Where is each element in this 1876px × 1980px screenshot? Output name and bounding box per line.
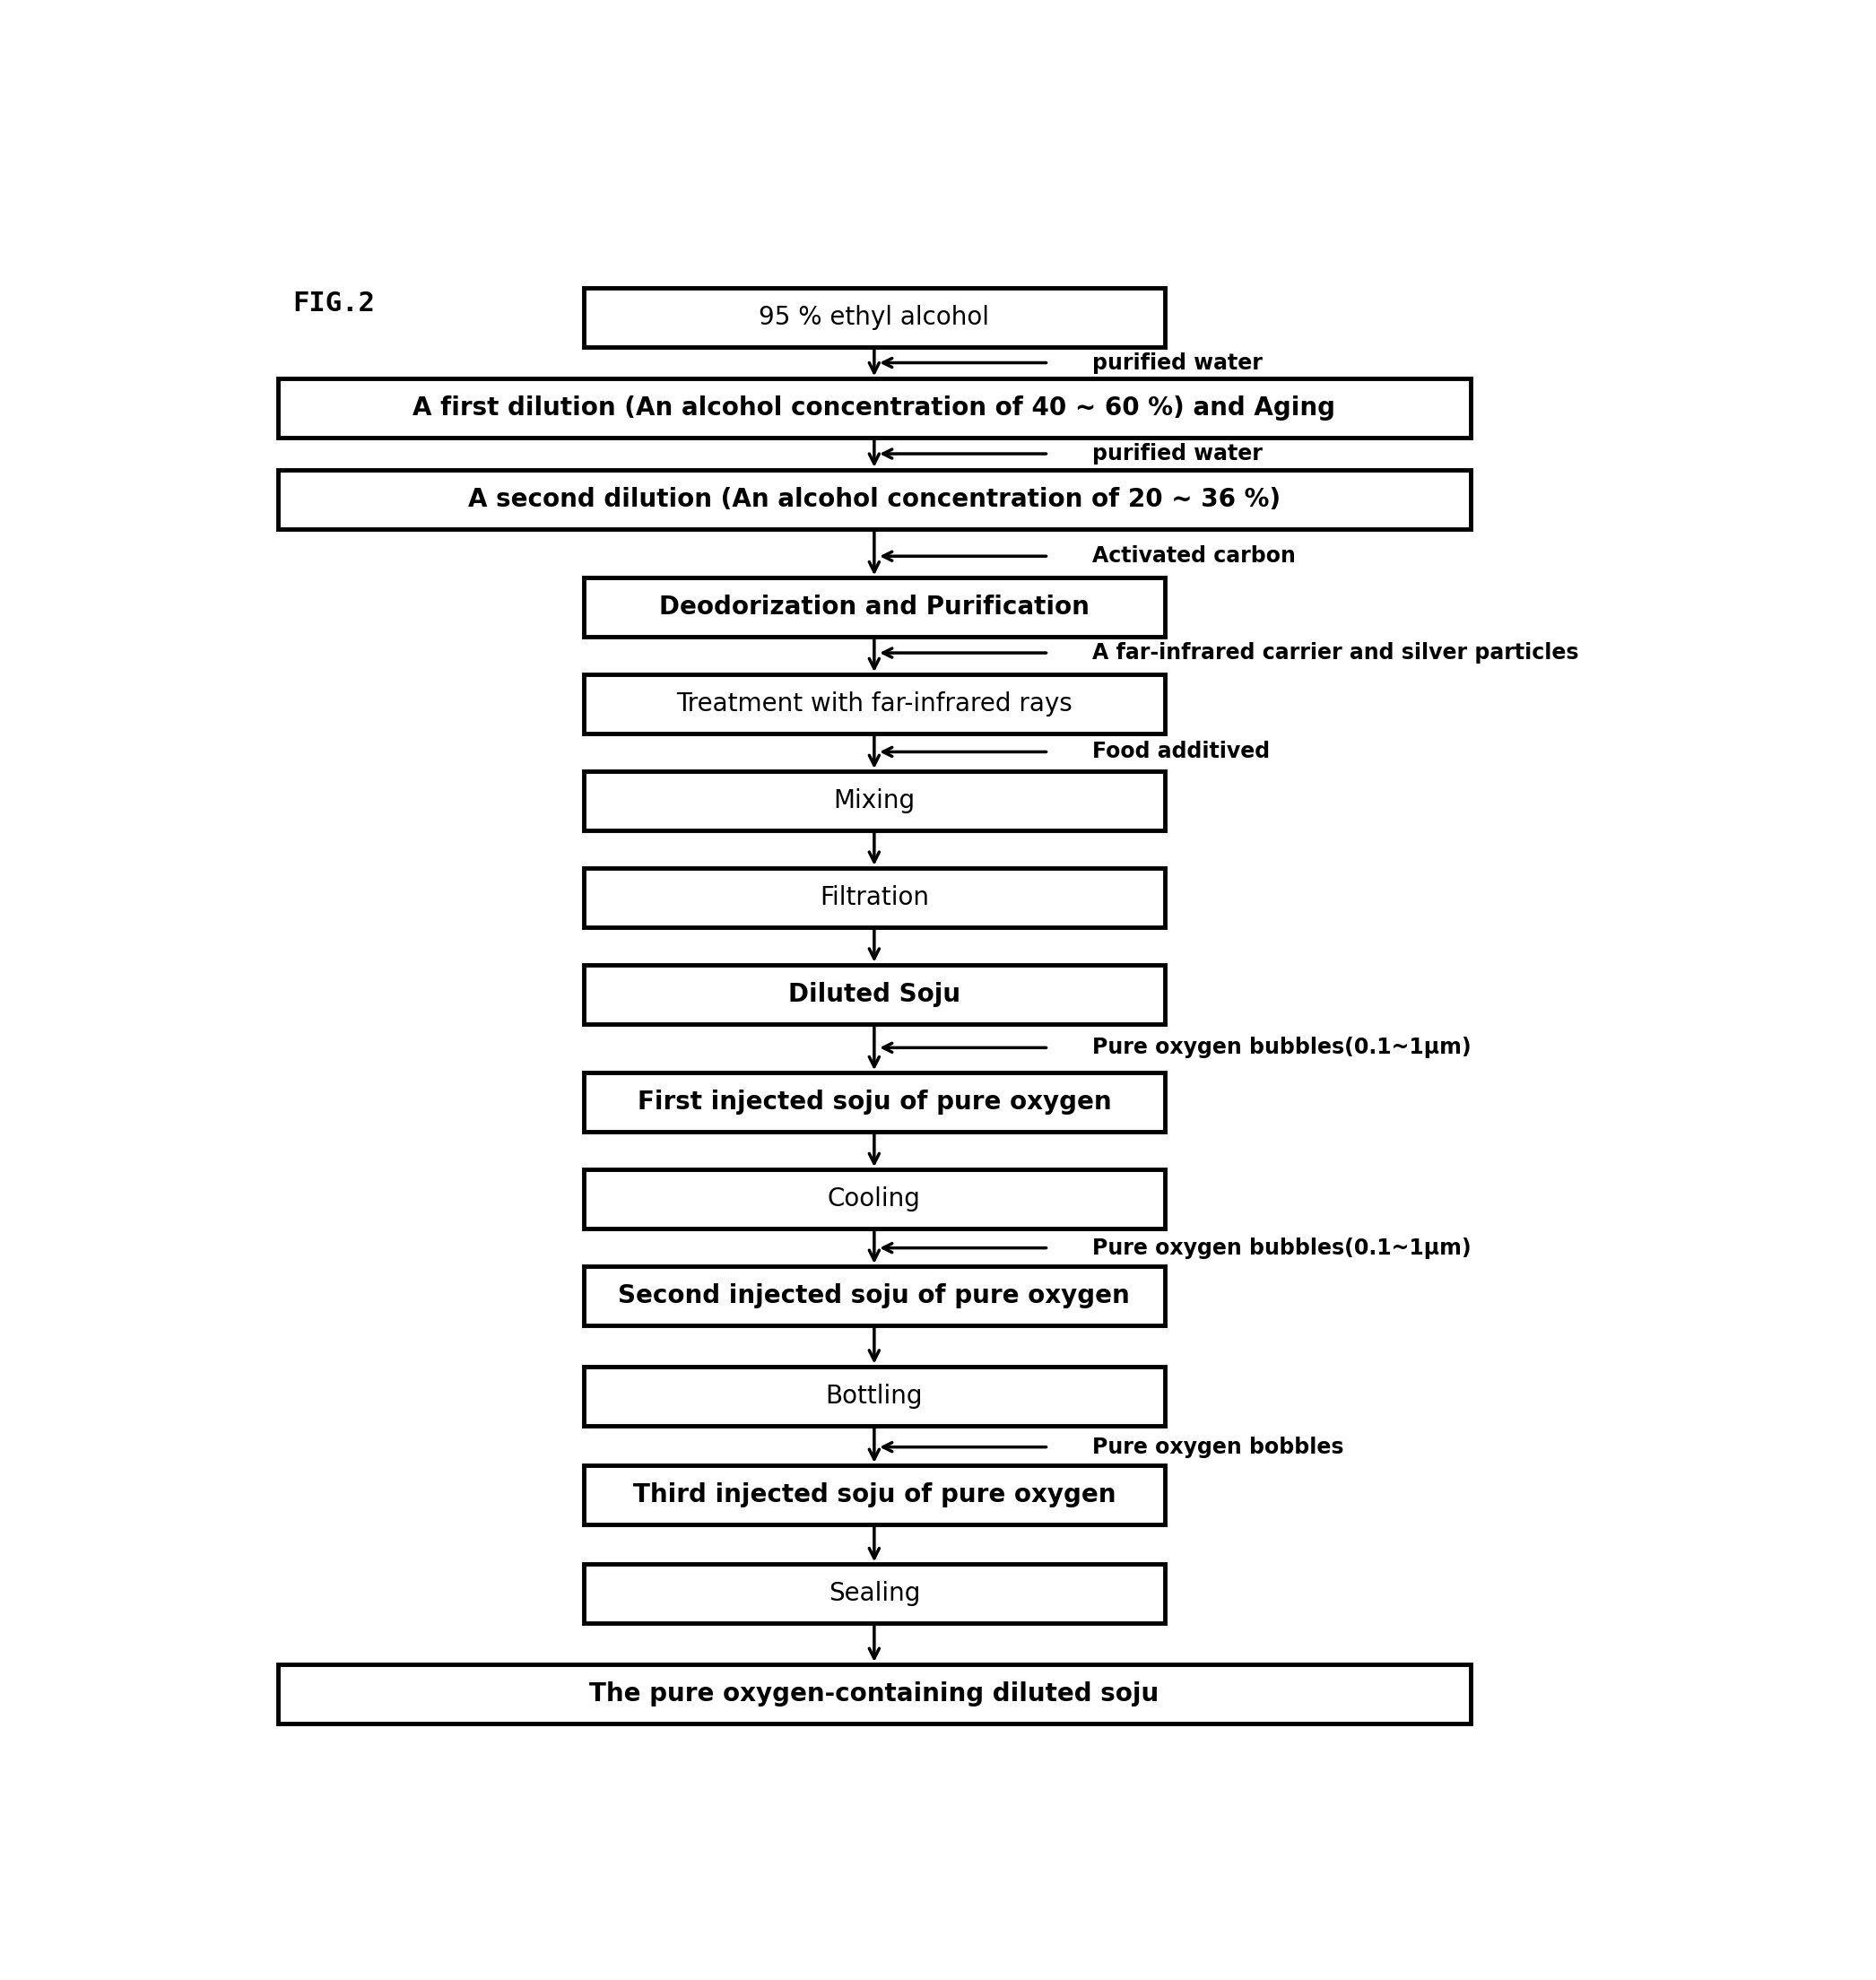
Text: Mixing: Mixing: [833, 788, 915, 814]
Text: Pure oxygen bubbles(0.1~1μm): Pure oxygen bubbles(0.1~1μm): [1092, 1238, 1471, 1259]
Bar: [583, 1073, 1165, 1133]
Bar: [278, 378, 1471, 438]
Bar: [583, 675, 1165, 735]
Text: purified water: purified water: [1092, 444, 1263, 465]
Text: Treatment with far-infrared rays: Treatment with far-infrared rays: [675, 691, 1073, 717]
Text: Cooling: Cooling: [827, 1186, 921, 1212]
Text: Second injected soju of pure oxygen: Second injected soju of pure oxygen: [619, 1283, 1129, 1309]
Text: Pure oxygen bobbles: Pure oxygen bobbles: [1092, 1436, 1343, 1457]
Text: Deodorization and Purification: Deodorization and Purification: [658, 594, 1090, 620]
Text: purified water: purified water: [1092, 352, 1263, 374]
Bar: [583, 287, 1165, 346]
Text: The pure oxygen-containing diluted soju: The pure oxygen-containing diluted soju: [589, 1681, 1159, 1707]
Bar: [583, 1265, 1165, 1325]
Bar: [278, 469, 1471, 529]
Text: First injected soju of pure oxygen: First injected soju of pure oxygen: [638, 1089, 1111, 1115]
Bar: [583, 1564, 1165, 1624]
Text: FIG.2: FIG.2: [293, 291, 375, 317]
Text: Third injected soju of pure oxygen: Third injected soju of pure oxygen: [632, 1483, 1116, 1507]
Bar: [583, 1366, 1165, 1426]
Bar: [583, 1170, 1165, 1228]
Bar: [278, 1665, 1471, 1723]
Text: Pure oxygen bubbles(0.1~1μm): Pure oxygen bubbles(0.1~1μm): [1092, 1038, 1471, 1059]
Text: Diluted Soju: Diluted Soju: [788, 982, 961, 1006]
Text: Sealing: Sealing: [829, 1582, 919, 1606]
Bar: [583, 964, 1165, 1024]
Text: A far-infrared carrier and silver particles: A far-infrared carrier and silver partic…: [1092, 642, 1580, 663]
Text: 95 % ethyl alcohol: 95 % ethyl alcohol: [760, 305, 989, 331]
Text: Bottling: Bottling: [825, 1384, 923, 1408]
Text: A first dilution (An alcohol concentration of 40 ~ 60 %) and Aging: A first dilution (An alcohol concentrati…: [413, 396, 1336, 422]
Text: A second dilution (An alcohol concentration of 20 ~ 36 %): A second dilution (An alcohol concentrat…: [467, 487, 1281, 513]
Bar: [583, 578, 1165, 638]
Text: Filtration: Filtration: [820, 885, 929, 911]
Bar: [583, 770, 1165, 830]
Bar: [583, 1465, 1165, 1525]
Bar: [583, 867, 1165, 927]
Text: Activated carbon: Activated carbon: [1092, 544, 1296, 566]
Text: Food additived: Food additived: [1092, 741, 1270, 762]
